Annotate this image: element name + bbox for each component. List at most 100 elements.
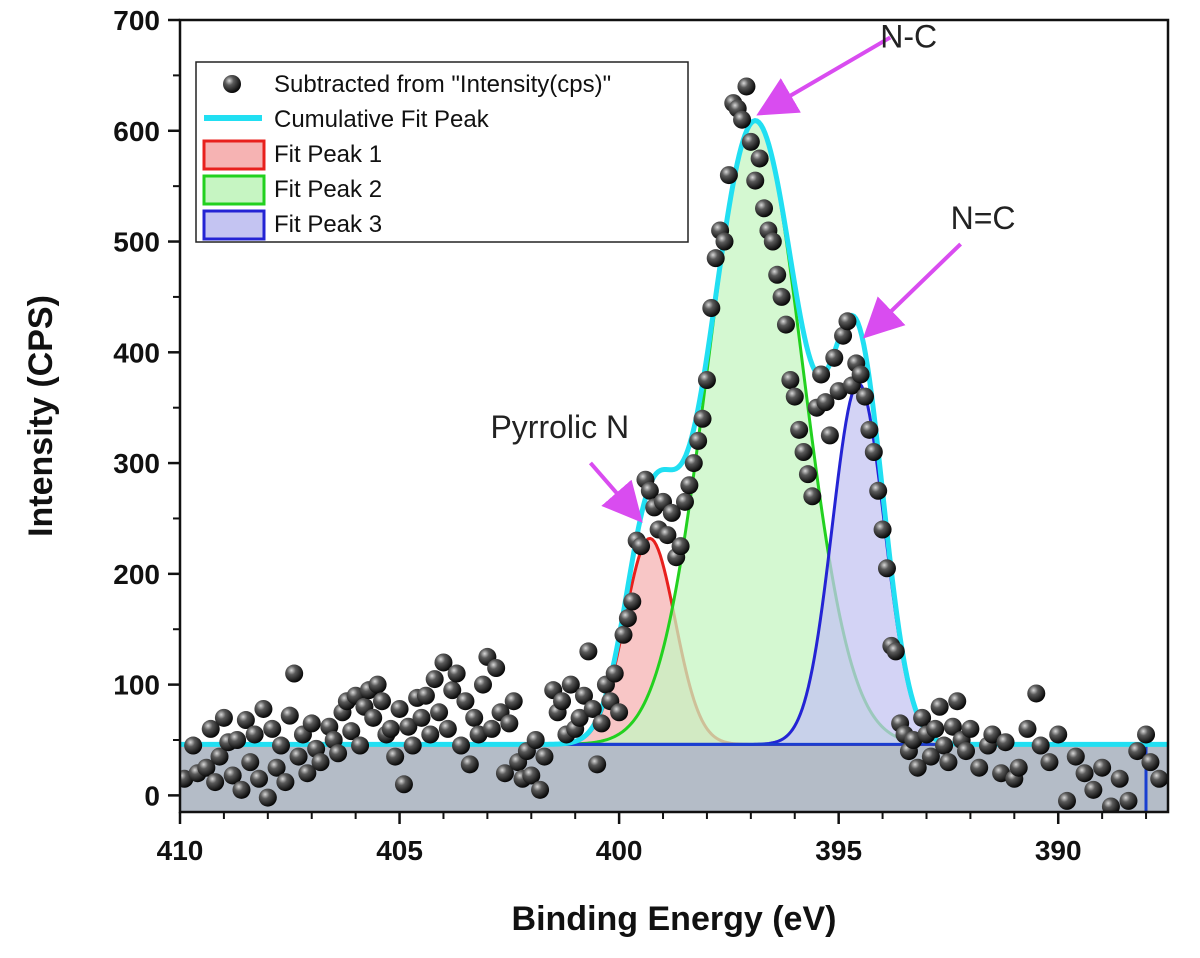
legend-label: Subtracted from "Intensity(cps)" bbox=[274, 71, 611, 98]
data-point bbox=[267, 758, 286, 777]
data-point bbox=[680, 476, 699, 495]
data-point bbox=[825, 348, 844, 367]
data-point bbox=[697, 371, 716, 389]
y-tick-label: 400 bbox=[113, 337, 160, 368]
legend-label: Fit Peak 1 bbox=[274, 141, 382, 168]
data-point bbox=[206, 773, 225, 792]
data-point bbox=[272, 736, 290, 755]
legend-box-icon bbox=[202, 174, 266, 206]
data-point bbox=[921, 747, 940, 766]
x-tick-label: 405 bbox=[376, 835, 423, 866]
data-point bbox=[693, 409, 712, 428]
data-point bbox=[276, 773, 295, 792]
data-point bbox=[706, 249, 725, 268]
annotation-label: N=C bbox=[951, 200, 1016, 236]
data-point bbox=[403, 736, 422, 755]
data-point bbox=[570, 708, 589, 727]
data-point bbox=[574, 686, 593, 705]
data-point bbox=[816, 393, 835, 412]
data-point bbox=[1110, 769, 1129, 788]
data-point bbox=[263, 719, 282, 738]
data-point bbox=[948, 692, 967, 711]
data-point bbox=[970, 758, 989, 777]
annotation-label: N-C bbox=[880, 18, 937, 54]
data-point bbox=[785, 387, 804, 406]
data-point bbox=[381, 719, 400, 738]
data-point bbox=[364, 708, 383, 727]
data-point bbox=[1040, 753, 1059, 772]
x-tick-label: 390 bbox=[1035, 835, 1082, 866]
data-point bbox=[456, 692, 475, 711]
annotation-arrow bbox=[862, 242, 963, 339]
data-point bbox=[245, 725, 264, 744]
data-point bbox=[794, 443, 813, 461]
plot-area bbox=[180, 77, 1168, 812]
data-point bbox=[939, 753, 958, 772]
data-point bbox=[452, 736, 471, 755]
legend-label: Fit Peak 3 bbox=[274, 211, 382, 238]
data-point bbox=[873, 520, 892, 539]
data-point bbox=[342, 722, 361, 741]
data-point bbox=[236, 711, 255, 730]
data-point bbox=[869, 481, 888, 500]
y-tick-label: 700 bbox=[113, 5, 160, 36]
annotations: N-C N=C Pyrrolic N bbox=[490, 18, 1016, 523]
y-tick-label: 0 bbox=[144, 780, 160, 811]
data-point bbox=[368, 675, 387, 694]
data-point bbox=[258, 788, 277, 807]
data-point bbox=[460, 755, 479, 774]
data-point bbox=[473, 675, 492, 694]
data-point bbox=[443, 681, 462, 700]
data-point bbox=[623, 592, 642, 611]
data-point bbox=[447, 664, 466, 683]
data-point bbox=[583, 699, 602, 718]
data-point bbox=[856, 387, 875, 406]
data-point bbox=[926, 719, 945, 738]
data-point bbox=[1031, 736, 1050, 755]
data-point bbox=[886, 642, 905, 661]
data-point bbox=[1075, 764, 1094, 783]
data-point bbox=[588, 755, 607, 774]
data-point bbox=[184, 736, 203, 755]
x-axis-title: Binding Energy (eV) bbox=[512, 900, 837, 938]
data-point bbox=[1128, 742, 1147, 761]
data-point bbox=[913, 708, 932, 727]
plot-frame bbox=[178, 18, 1170, 814]
data-point bbox=[412, 708, 431, 727]
data-point bbox=[702, 299, 721, 317]
data-point bbox=[605, 664, 624, 683]
data-point bbox=[254, 699, 273, 718]
data-point bbox=[768, 265, 787, 284]
data-point bbox=[592, 714, 611, 733]
data-point bbox=[851, 365, 870, 384]
data-points bbox=[180, 77, 1168, 812]
x-tick-label: 410 bbox=[157, 835, 204, 866]
fit-peak-2-fill bbox=[180, 120, 1168, 745]
data-point bbox=[241, 753, 260, 772]
data-point bbox=[430, 703, 449, 722]
data-point bbox=[522, 766, 541, 785]
data-point bbox=[860, 420, 879, 439]
data-point bbox=[298, 764, 317, 783]
legend-marker-icon bbox=[223, 75, 241, 93]
data-point bbox=[553, 692, 572, 711]
data-point bbox=[526, 731, 545, 749]
data-point bbox=[772, 287, 791, 306]
legend-box-icon bbox=[202, 139, 266, 171]
data-point bbox=[531, 780, 550, 799]
data-point bbox=[280, 706, 299, 725]
data-point bbox=[201, 719, 220, 738]
data-point bbox=[438, 719, 457, 738]
data-point bbox=[719, 166, 738, 185]
data-point bbox=[610, 703, 629, 722]
data-point bbox=[250, 769, 269, 788]
data-point bbox=[495, 764, 514, 783]
data-point bbox=[820, 426, 839, 445]
data-point bbox=[1137, 725, 1156, 744]
data-point bbox=[755, 199, 774, 218]
data-point bbox=[632, 537, 651, 556]
data-point bbox=[864, 443, 883, 461]
data-point bbox=[197, 758, 216, 777]
data-point bbox=[1066, 747, 1085, 766]
legend-label: Cumulative Fit Peak bbox=[274, 106, 490, 133]
